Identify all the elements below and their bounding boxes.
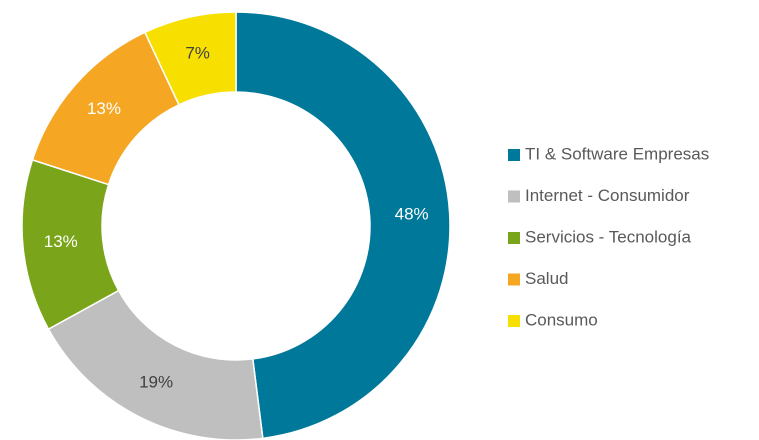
legend-label: TI & Software Empresas [525,144,709,163]
legend-swatch [508,190,520,203]
data-label: 19% [139,372,173,391]
donut-slice [47,289,264,440]
data-label: 13% [44,232,78,251]
legend-label: Consumo [525,310,598,329]
legend-swatch [508,232,520,244]
legend-swatch [508,149,520,161]
legend-label: Servicios - Tecnología [525,227,692,246]
legend-swatch [508,315,520,327]
donut-slice [235,11,451,440]
legend-label: Salud [525,269,568,288]
data-label: 7% [185,44,210,63]
legend-swatch [508,273,520,286]
data-label: 13% [87,99,121,118]
donut-slice [143,11,237,106]
legend-label: Internet - Consumidor [525,186,690,205]
data-label: 48% [395,204,429,223]
